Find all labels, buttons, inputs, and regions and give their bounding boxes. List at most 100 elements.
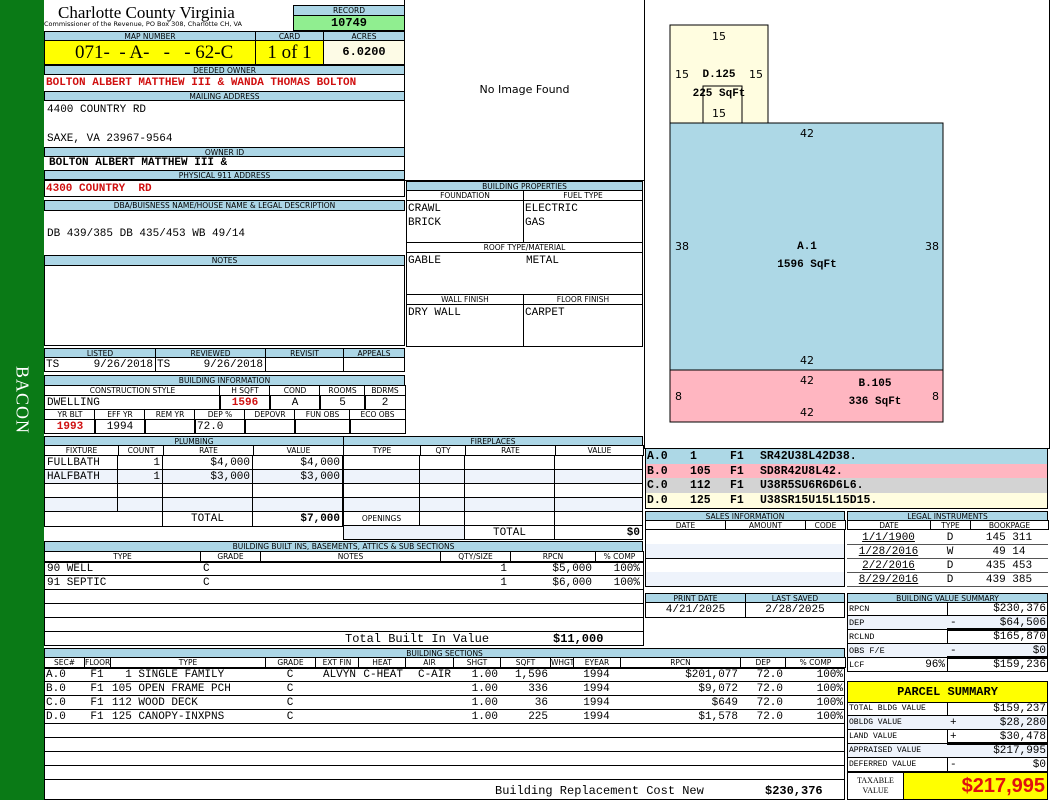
- sections-cell: 336: [528, 683, 548, 695]
- print-date: 4/21/2025: [645, 602, 746, 618]
- dim-b-left: 8: [675, 390, 682, 403]
- plumbing-cell: $3,000: [163, 470, 253, 484]
- sections-col-header: EYEAR: [573, 657, 621, 668]
- bvs-label-text: DEP: [849, 618, 865, 628]
- property-photo: No Image Found: [404, 0, 645, 181]
- builtins-cell: C: [203, 577, 210, 589]
- sections-cell: C-HEAT: [363, 669, 403, 681]
- sketch-drawing: 15 15 15 15 D.125 225 SqFt 42 38 38 42 A…: [669, 24, 944, 423]
- plumbing-total: $7,000: [253, 512, 343, 527]
- fireplaces-cell: [465, 484, 555, 498]
- legal-cell: 435 453: [985, 560, 1033, 572]
- sections-col-header: % COMP: [785, 657, 846, 668]
- sections-col-header: EXT FIN: [315, 657, 359, 668]
- builtins-row-divider: [44, 617, 643, 618]
- sketch-section-d: [669, 24, 769, 124]
- label-d: D.125: [702, 69, 735, 81]
- sections-cell: D.0: [46, 711, 66, 723]
- roof-material: METAL: [526, 255, 560, 267]
- appeals-box: [343, 357, 405, 372]
- sections-col-header: AIR: [405, 657, 454, 668]
- owner-id: BOLTON ALBERT MATTHEW III &: [49, 157, 228, 169]
- notes-area: [44, 265, 405, 346]
- summary-sign: +: [950, 731, 957, 743]
- builtins-col-header: QTY/SIZE: [440, 551, 511, 562]
- map-number: 071- - A- - - 62-C: [44, 40, 256, 65]
- fuel-2: GAS: [525, 217, 545, 229]
- plumbing-total-label: TOTAL: [163, 512, 253, 527]
- dim-d-top: 15: [712, 30, 726, 43]
- bvs-percent: [900, 616, 945, 630]
- sections-col-header: FLOOR: [84, 657, 111, 668]
- sales-col-header: AMOUNT: [725, 520, 806, 530]
- sketch-code-cell: A.0: [647, 450, 668, 463]
- sections-row-divider: [44, 751, 845, 752]
- sketch-code-row: [646, 449, 1047, 464]
- legal-col-header: DATE: [847, 520, 931, 530]
- summary-label: TOTAL BLDG VALUE: [849, 704, 926, 713]
- area-d: 225 SqFt: [693, 88, 746, 100]
- plumbing-col-header: VALUE: [253, 445, 344, 456]
- taxable-value-label: TAXABLE VALUE: [847, 772, 904, 800]
- bldg-bdrms: 2: [364, 395, 406, 410]
- sections-cell: ALVYN: [322, 669, 356, 681]
- fireplaces-total-label: TOTAL: [465, 526, 555, 540]
- plumbing-cell: [118, 498, 163, 512]
- legal-cell: D: [946, 574, 954, 586]
- sections-cell: A.0: [46, 669, 66, 681]
- legal-row-divider: [847, 558, 1048, 559]
- builtins-col-header: NOTES: [260, 551, 441, 562]
- reviewed-by: TS: [157, 359, 171, 371]
- roof-type: GABLE: [408, 255, 442, 267]
- listed-box: TS 9/26/2018: [44, 357, 156, 372]
- legal-cell: 1/28/2016: [858, 546, 919, 558]
- floor-box: CARPET: [523, 304, 643, 347]
- bvs-value: $159,236: [993, 659, 1046, 671]
- sections-row-divider: [44, 765, 845, 766]
- area-a: 1596 SqFt: [777, 259, 836, 271]
- summary-value: $30,478: [999, 731, 1046, 743]
- builtins-col-header: GRADE: [200, 551, 261, 562]
- legal-description: DB 439/385 DB 435/453 WB 49/14: [47, 228, 246, 240]
- sales-col-header: CODE: [805, 520, 846, 530]
- sketch-code-cell: 1: [690, 450, 697, 463]
- sections-cell: $201,077: [685, 669, 738, 681]
- legal-col-header: TYPE: [930, 520, 971, 530]
- bldg-ecoobs: [349, 419, 406, 434]
- bldg-funobs: [294, 419, 351, 434]
- sketch-code-row: [646, 463, 1047, 479]
- builtins-cell: 90 WELL: [47, 563, 94, 575]
- summary-label-cell: [847, 730, 948, 744]
- legal-row-divider: [847, 544, 1048, 545]
- dim-a-bottom: 42: [800, 354, 814, 367]
- dim-a-left: 38: [675, 240, 689, 253]
- fuel-box: ELECTRIC GAS: [523, 200, 643, 243]
- sections-cell: C: [286, 711, 294, 723]
- summary-subtotal-rule: [947, 742, 1048, 745]
- builtins-col-header: RPCN: [510, 551, 596, 562]
- sections-cell: 1994: [583, 669, 610, 681]
- sections-col-header: RPCN: [620, 657, 741, 668]
- plumbing-cell: $3,000: [253, 470, 343, 484]
- last-saved: 2/28/2025: [745, 602, 845, 618]
- fireplaces-openings-cell: [555, 512, 643, 526]
- legal-cell: 8/29/2016: [858, 574, 919, 586]
- fireplaces-col-header: QTY: [420, 445, 466, 456]
- acres-value: 6.0200: [323, 40, 405, 65]
- sections-col-header: DEP: [740, 657, 786, 668]
- summary-label: OBLDG VALUE: [849, 718, 902, 727]
- reviewed-date: 9/26/2018: [203, 359, 263, 371]
- sections-cell: 72.0: [756, 711, 783, 723]
- sections-col-header: SHGT: [453, 657, 501, 668]
- builtins-body: [44, 562, 644, 646]
- bvs-sign: -: [950, 645, 957, 657]
- builtins-row-divider: [44, 575, 643, 576]
- builtins-col-header: TYPE: [44, 551, 201, 562]
- sales-row: [645, 530, 845, 545]
- legal-cell: D: [946, 532, 954, 544]
- dim-b-top: 42: [800, 374, 814, 387]
- bvs-row-label-cell: [847, 602, 948, 616]
- bvs-label-text: OBS F/E: [849, 646, 885, 656]
- dim-a-right: 38: [925, 240, 939, 253]
- builtins-total-label: Total Built In Value: [345, 632, 490, 646]
